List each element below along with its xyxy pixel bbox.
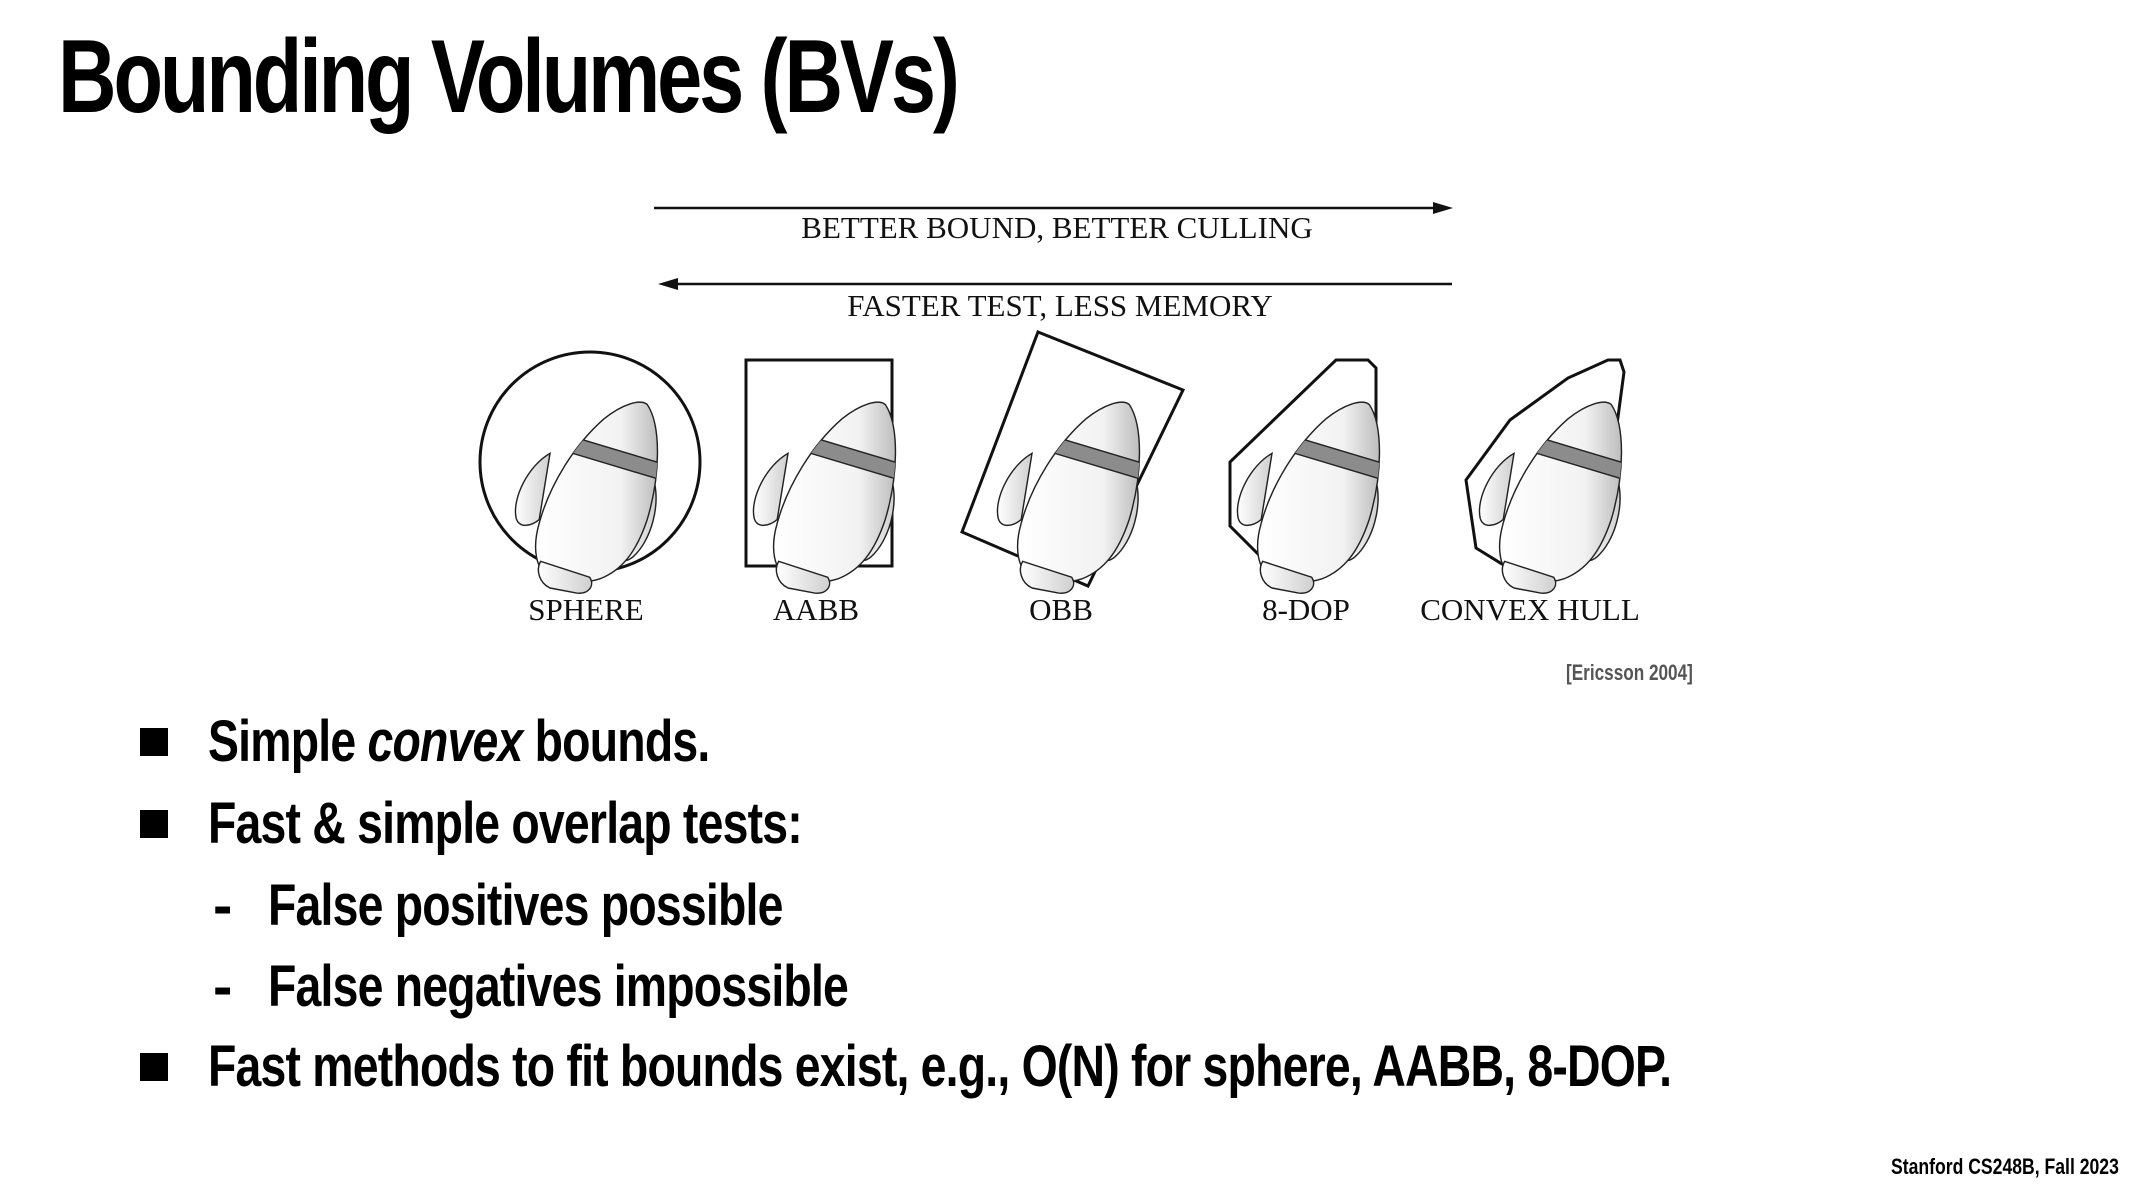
rocket-shape-sphere <box>515 402 668 593</box>
shape-label-obb: OBB <box>1029 592 1093 627</box>
arrow-right-head <box>1433 202 1453 214</box>
sub-bullet-item: False positives possible <box>268 877 911 935</box>
arrow-right-label: BETTER BOUND, BETTER CULLING <box>801 210 1312 245</box>
shape-label-sphere: SPHERE <box>528 592 643 627</box>
bullet-text-suffix: bounds. <box>522 709 711 774</box>
obb-bound <box>960 330 1186 588</box>
arrow-left-head <box>658 278 678 290</box>
bullet-text: Simple <box>208 709 368 774</box>
bounding-volume-figure: BETTER BOUND, BETTER CULLING FASTER TEST… <box>478 202 1640 627</box>
sub-bullet-marker: - <box>213 873 233 938</box>
bullet-marker <box>140 728 168 756</box>
bullet-item: Simple convex bounds. <box>208 713 835 771</box>
arrow-left-label: FASTER TEST, LESS MEMORY <box>847 288 1272 323</box>
bullet-marker <box>140 1053 168 1081</box>
shape-label-8dop: 8-DOP <box>1262 592 1350 627</box>
bullet-emphasis: convex <box>367 709 523 774</box>
sub-bullet-marker: - <box>213 954 233 1019</box>
sub-bullet-text: False negatives impossible <box>268 954 849 1019</box>
bullet-item: Fast & simple overlap tests: <box>208 795 950 853</box>
bullet-item: Fast methods to fit bounds exist, e.g., … <box>208 1038 2037 1096</box>
rocket-shape-obb <box>997 402 1150 593</box>
figure-credit: [Ericsson 2004] <box>1566 660 1693 685</box>
sub-bullet-item: False negatives impossible <box>268 958 993 1016</box>
bullet-text: Fast methods to fit bounds exist, e.g., … <box>208 1034 1672 1099</box>
slide-title: Bounding Volumes (BVs) <box>58 19 960 135</box>
bullet-marker <box>140 810 168 838</box>
shape-label-aabb: AABB <box>773 592 859 627</box>
shape-label-convex-hull: CONVEX HULL <box>1420 592 1640 627</box>
sub-bullet-text: False positives possible <box>268 873 783 938</box>
bullet-text: Fast & simple overlap tests: <box>208 791 803 856</box>
course-footer: Stanford CS248B, Fall 2023 <box>1891 1154 2119 1179</box>
